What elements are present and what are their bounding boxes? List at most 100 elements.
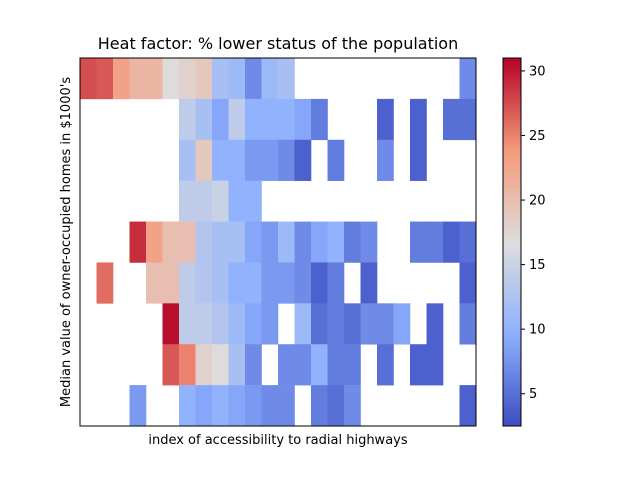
heatmap-cell bbox=[261, 221, 279, 263]
colorbar-segment bbox=[503, 82, 521, 87]
x-axis-label: index of accessibility to radial highway… bbox=[148, 433, 407, 448]
colorbar-tick-label: 25 bbox=[529, 129, 546, 144]
colorbar-segment bbox=[503, 288, 521, 292]
heatmap-cell bbox=[459, 262, 477, 304]
heatmap-cell bbox=[80, 58, 97, 100]
colorbar-segment bbox=[503, 61, 521, 65]
colorbar-segment bbox=[503, 70, 521, 74]
heatmap-cell bbox=[228, 221, 246, 263]
heatmap-cell bbox=[179, 262, 196, 304]
colorbar-segment bbox=[503, 134, 521, 139]
colorbar-segment bbox=[503, 380, 521, 384]
colorbar-segment bbox=[503, 137, 521, 142]
colorbar-segment bbox=[503, 177, 521, 182]
heatmap-cell bbox=[261, 139, 279, 181]
heatmap-cell bbox=[459, 385, 477, 427]
colorbar-tick-label: 5 bbox=[529, 387, 537, 402]
colorbar-segment bbox=[503, 146, 521, 151]
heatmap-cell bbox=[327, 303, 345, 345]
colorbar-segment bbox=[503, 278, 521, 283]
colorbar-tick-label: 10 bbox=[529, 323, 546, 338]
heatmap-cell bbox=[377, 98, 394, 141]
heatmap-cell bbox=[212, 98, 229, 141]
heatmap-cell bbox=[278, 58, 295, 100]
colorbar-segment bbox=[503, 419, 521, 424]
heatmap-cell bbox=[96, 262, 114, 304]
colorbar-segment bbox=[503, 275, 521, 280]
heatmap-cell bbox=[212, 139, 229, 181]
colorbar-segment bbox=[503, 186, 521, 191]
heatmap-cell bbox=[245, 180, 262, 222]
heatmap-cell bbox=[146, 221, 163, 263]
colorbar-segment bbox=[503, 131, 521, 136]
colorbar-segment bbox=[503, 238, 521, 243]
colorbar-segment bbox=[503, 364, 521, 369]
colorbar: 5 10 15 20 25 30 bbox=[502, 57, 546, 427]
heatmap-cell bbox=[146, 262, 163, 304]
heatmap-cell bbox=[195, 262, 213, 304]
heatmap-cell bbox=[311, 98, 328, 141]
heatmap-cell bbox=[426, 303, 444, 345]
colorbar-segment bbox=[503, 122, 521, 126]
heatmap-cell bbox=[278, 344, 295, 386]
heatmap-cell bbox=[311, 385, 328, 427]
colorbar-segment bbox=[503, 180, 521, 185]
heatmap-cell bbox=[377, 344, 394, 386]
heatmap-cell bbox=[179, 344, 196, 386]
heatmap-cell bbox=[245, 385, 262, 427]
heatmap-cell bbox=[261, 58, 279, 100]
heatmap-cell bbox=[195, 303, 213, 345]
colorbar-segment bbox=[503, 140, 521, 145]
heatmap-cell bbox=[278, 385, 295, 427]
heatmap-cell bbox=[393, 303, 411, 345]
heatmap-cell bbox=[195, 221, 213, 263]
heatmap-cell bbox=[360, 262, 378, 304]
colorbar-segment bbox=[503, 395, 521, 399]
colorbar-segment bbox=[503, 392, 521, 396]
heatmap-cell bbox=[360, 221, 378, 263]
colorbar-frame bbox=[502, 57, 522, 427]
colorbar-segment bbox=[503, 153, 521, 157]
heatmap-cell bbox=[195, 98, 213, 141]
colorbar-segment bbox=[503, 281, 521, 286]
colorbar-segment bbox=[503, 223, 521, 228]
plot-frame bbox=[79, 57, 477, 427]
colorbar-segment bbox=[503, 156, 521, 160]
heatmap-cell bbox=[278, 262, 295, 304]
heatmap-cell bbox=[344, 221, 361, 263]
colorbar-segment bbox=[503, 315, 521, 320]
heatmap-cell bbox=[228, 385, 246, 427]
colorbar-segment bbox=[503, 91, 521, 96]
colorbar-segment bbox=[503, 189, 521, 194]
colorbar-segment bbox=[503, 192, 521, 197]
colorbar-segment bbox=[503, 110, 521, 114]
heatmap-cell bbox=[228, 344, 246, 386]
colorbar-segment bbox=[503, 168, 521, 172]
heatmap-cell bbox=[212, 344, 229, 386]
colorbar-segment bbox=[503, 346, 521, 350]
heatmap-cell bbox=[129, 221, 147, 263]
heatmap-cell bbox=[294, 262, 312, 304]
chart-title: Heat factor: % lower status of the popul… bbox=[98, 34, 458, 53]
colorbar-segment bbox=[503, 159, 521, 163]
heatmap-cell bbox=[162, 344, 180, 386]
colorbar-segment bbox=[503, 119, 521, 123]
colorbar-segment bbox=[503, 373, 521, 378]
heatmap-cell bbox=[179, 58, 196, 100]
colorbar-segment bbox=[503, 337, 521, 341]
colorbar-tick-label: 15 bbox=[529, 258, 546, 273]
colorbar-segment bbox=[503, 297, 521, 301]
colorbar-segment bbox=[503, 214, 521, 218]
heatmap-cell bbox=[344, 344, 361, 386]
colorbar-segment bbox=[503, 113, 521, 117]
colorbar-segment bbox=[503, 327, 521, 332]
heatmap-cell bbox=[443, 221, 460, 263]
colorbar-segment bbox=[503, 202, 521, 206]
colorbar-segment bbox=[503, 370, 521, 375]
heatmap-cell bbox=[443, 98, 460, 141]
colorbar-segment bbox=[503, 64, 521, 68]
heatmap-cell bbox=[179, 139, 196, 181]
colorbar-segment bbox=[503, 232, 521, 237]
heatmap-cell bbox=[327, 139, 345, 181]
colorbar-segment bbox=[503, 284, 521, 289]
